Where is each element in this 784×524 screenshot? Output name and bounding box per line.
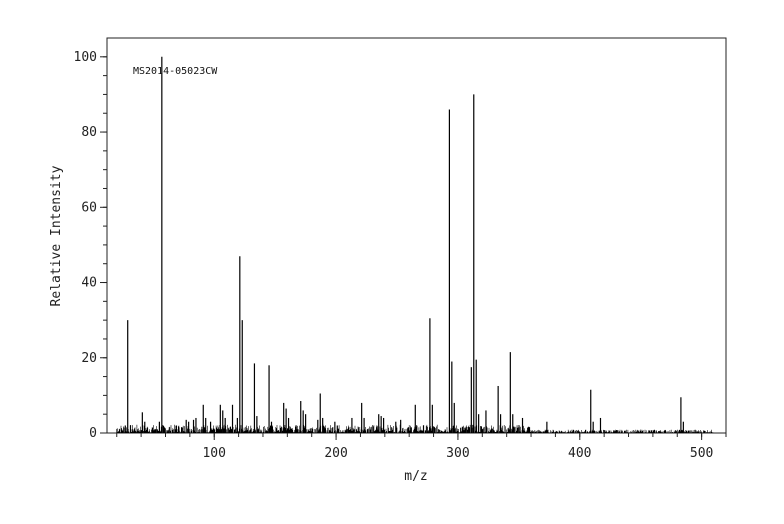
plot-frame — [106, 37, 727, 434]
y-tick-label: 40 — [81, 276, 97, 291]
y-tick-label: 100 — [74, 50, 97, 65]
x-axis: 100 200 300 400 500 — [116, 433, 727, 461]
x-axis-label: m/z — [404, 469, 427, 484]
y-tick-label: 80 — [81, 125, 97, 140]
y-axis: 0 20 40 60 80 100 — [74, 50, 107, 441]
x-tick-label: 300 — [446, 446, 469, 461]
y-tick-label: 20 — [81, 351, 97, 366]
x-tick-label: 100 — [202, 446, 225, 461]
peaks — [124, 56, 684, 433]
x-tick-label: 400 — [568, 446, 591, 461]
y-tick-label: 60 — [81, 200, 97, 215]
sample-id-annotation: MS2014-05023CW — [133, 66, 218, 77]
y-axis-label: Relative Intensity — [49, 165, 64, 306]
x-tick-label: 500 — [690, 446, 713, 461]
y-tick-label: 0 — [89, 426, 97, 441]
x-tick-label: 200 — [324, 446, 347, 461]
